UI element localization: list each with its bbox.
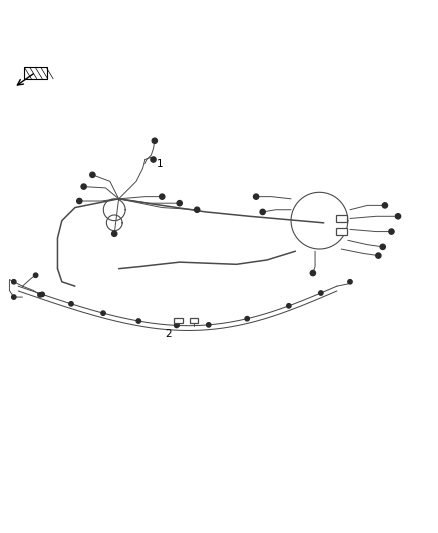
Circle shape: [380, 244, 385, 249]
Circle shape: [396, 214, 401, 219]
Circle shape: [101, 311, 105, 316]
Circle shape: [376, 253, 381, 258]
Circle shape: [260, 209, 265, 215]
Circle shape: [194, 207, 200, 212]
Circle shape: [38, 293, 42, 297]
Circle shape: [174, 323, 179, 328]
Circle shape: [159, 194, 165, 199]
Circle shape: [382, 203, 388, 208]
Circle shape: [112, 231, 117, 236]
Circle shape: [69, 302, 73, 306]
Circle shape: [389, 229, 394, 234]
Circle shape: [254, 194, 259, 199]
FancyBboxPatch shape: [336, 228, 347, 235]
Circle shape: [12, 295, 16, 299]
Text: 1: 1: [157, 159, 163, 169]
Circle shape: [245, 317, 249, 321]
Circle shape: [136, 319, 141, 323]
Circle shape: [40, 292, 44, 296]
Circle shape: [177, 200, 182, 206]
Circle shape: [12, 280, 16, 284]
Circle shape: [207, 322, 211, 327]
Circle shape: [151, 157, 156, 162]
Circle shape: [348, 280, 352, 284]
Circle shape: [90, 172, 95, 177]
Circle shape: [152, 138, 157, 143]
Circle shape: [77, 198, 82, 204]
FancyBboxPatch shape: [24, 67, 47, 79]
Circle shape: [310, 270, 315, 276]
FancyBboxPatch shape: [190, 318, 198, 323]
Circle shape: [81, 184, 86, 189]
FancyBboxPatch shape: [336, 215, 347, 222]
Circle shape: [319, 291, 323, 295]
Text: 2: 2: [166, 329, 172, 339]
Circle shape: [286, 304, 291, 308]
Circle shape: [33, 273, 38, 277]
FancyBboxPatch shape: [174, 318, 183, 323]
